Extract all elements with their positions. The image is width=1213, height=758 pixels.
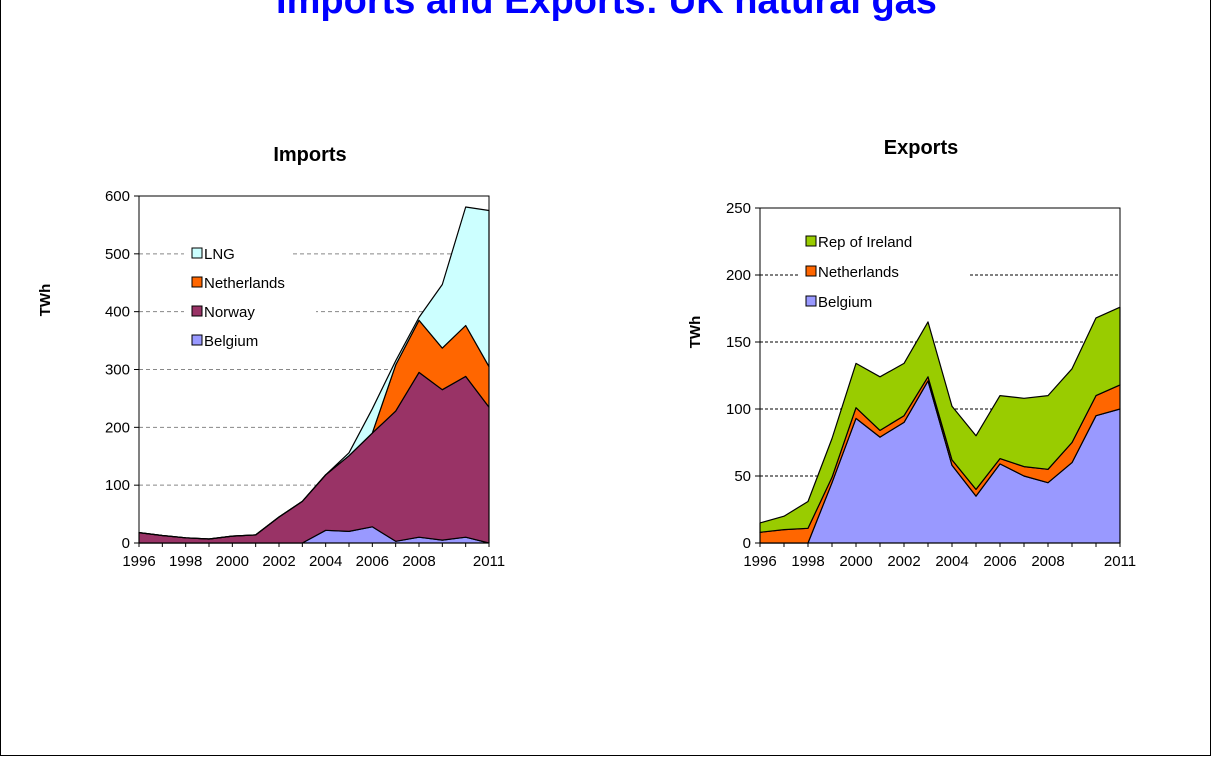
exports-x-tick-label: 2011 [1104, 553, 1136, 570]
imports-legend-label: Norway [204, 304, 255, 321]
exports-y-tick-label: 200 [726, 267, 751, 284]
page-title: Imports and Exports: UK natural gas [276, 0, 937, 22]
imports-x-tick-label: 2011 [473, 553, 505, 570]
imports-y-tick-label: 200 [105, 419, 130, 436]
imports-legend-label: Netherlands [204, 275, 285, 292]
imports-y-tick-label: 500 [105, 246, 130, 263]
imports-y-tick-label: 300 [105, 362, 130, 379]
imports-x-tick-label: 1998 [169, 553, 202, 570]
imports-legend-swatch [191, 334, 203, 346]
exports-legend-swatch [805, 265, 817, 277]
imports-x-tick-label: 2000 [216, 553, 249, 570]
imports-x-tick-label: 2002 [262, 553, 295, 570]
exports-x-tick-label: 2002 [887, 553, 920, 570]
imports-legend-swatch [191, 276, 203, 288]
exports-legend-label: Belgium [818, 294, 872, 311]
exports-legend-swatch [805, 295, 817, 307]
imports-legend-swatch [191, 305, 203, 317]
imports-chart-title: Imports [273, 144, 346, 166]
exports-x-tick-label: 2008 [1031, 553, 1064, 570]
exports-y-tick-label: 150 [726, 334, 751, 351]
exports-legend-bg [798, 290, 938, 312]
exports-legend-swatch [805, 235, 817, 247]
imports-y-tick-label: 100 [105, 477, 130, 494]
exports-x-tick-label: 2004 [935, 553, 968, 570]
exports-x-tick-label: 1996 [743, 553, 776, 570]
exports-x-tick-label: 1998 [791, 553, 824, 570]
exports-legend-bg [798, 230, 994, 252]
exports-y-tick-label: 250 [726, 200, 751, 217]
imports-x-tick-label: 2004 [309, 553, 342, 570]
imports-y-tick-label: 600 [105, 188, 130, 205]
imports-y-axis-label: TWh [37, 284, 54, 316]
exports-chart-title: Exports [884, 137, 958, 159]
exports-y-tick-label: 100 [726, 401, 751, 418]
exports-plot-border [759, 207, 1121, 544]
imports-legend-bg [184, 242, 292, 264]
imports-legend-bg [184, 329, 324, 351]
exports-x-tick-label: 2006 [983, 553, 1016, 570]
exports-x-tick-label: 2000 [839, 553, 872, 570]
imports-y-tick-label: 400 [105, 304, 130, 321]
imports-legend-label: Belgium [204, 333, 258, 350]
imports-x-tick-label: 2006 [356, 553, 389, 570]
exports-legend-bg [798, 260, 970, 282]
imports-x-tick-label: 2008 [402, 553, 435, 570]
imports-legend-bg [184, 271, 356, 293]
exports-y-axis-label: TWh [687, 316, 704, 348]
imports-x-tick-label: 1996 [122, 553, 155, 570]
imports-legend-label: LNG [204, 246, 235, 263]
imports-legend-swatch [191, 247, 203, 259]
exports-y-tick-label: 50 [734, 468, 751, 485]
imports-legend-bg [184, 300, 316, 322]
exports-legend-label: Rep of Ireland [818, 234, 912, 251]
exports-legend-label: Netherlands [818, 264, 899, 281]
imports-y-tick-label: 0 [122, 535, 130, 552]
exports-y-tick-label: 0 [743, 535, 751, 552]
